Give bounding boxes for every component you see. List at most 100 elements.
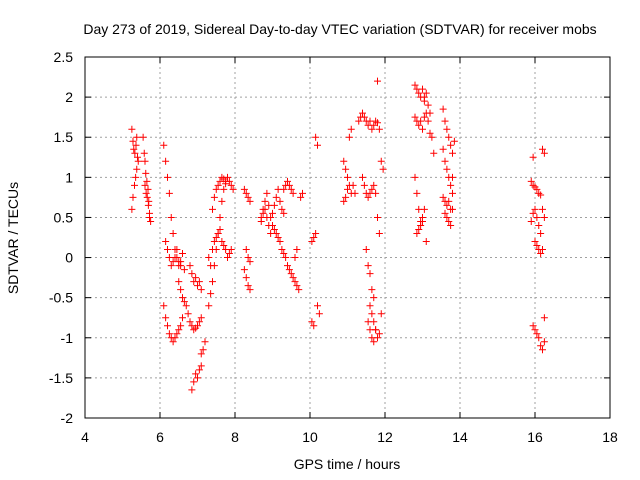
- data-point: [362, 246, 370, 254]
- data-point: [177, 286, 185, 294]
- data-point: [242, 274, 250, 282]
- y-tick-label: -1.5: [49, 370, 73, 386]
- data-point: [539, 246, 546, 254]
- data-point: [310, 322, 318, 330]
- data-point: [165, 189, 173, 197]
- data-point: [265, 201, 273, 209]
- data-point: [308, 318, 316, 326]
- data-point: [529, 153, 537, 161]
- data-point: [449, 205, 456, 213]
- data-point: [257, 213, 265, 221]
- data-point: [182, 302, 190, 310]
- data-point: [129, 193, 137, 201]
- data-point: [276, 238, 284, 246]
- data-point: [285, 266, 293, 274]
- data-point: [131, 149, 139, 157]
- data-point: [375, 229, 383, 237]
- data-point: [445, 197, 453, 205]
- y-tick-label: 1.5: [54, 129, 74, 145]
- data-point: [272, 193, 280, 201]
- x-tick-label: 16: [527, 429, 543, 445]
- data-point: [190, 378, 198, 386]
- data-point: [430, 149, 438, 157]
- data-point: [540, 314, 548, 322]
- data-point: [443, 201, 451, 209]
- data-point: [360, 181, 368, 189]
- data-point: [535, 221, 543, 229]
- data-point: [218, 197, 226, 205]
- data-point: [449, 149, 456, 157]
- data-point: [177, 262, 185, 270]
- data-point: [132, 173, 140, 181]
- data-point: [299, 189, 306, 197]
- data-point: [195, 278, 203, 286]
- y-tick-label: 0: [65, 250, 73, 266]
- data-point: [428, 133, 436, 141]
- data-point: [214, 181, 222, 189]
- data-point: [447, 181, 455, 189]
- data-point: [537, 342, 545, 350]
- data-point: [374, 213, 381, 221]
- data-point: [132, 141, 140, 149]
- data-point: [531, 326, 539, 334]
- data-point: [160, 302, 168, 310]
- data-point: [141, 157, 149, 165]
- y-tick-label: 2: [65, 89, 73, 105]
- data-point: [201, 338, 209, 346]
- data-point: [344, 185, 351, 193]
- data-point: [244, 254, 252, 262]
- data-point: [220, 175, 228, 183]
- data-point: [179, 314, 186, 322]
- data-point: [415, 225, 423, 233]
- x-axis-label: GPS time / hours: [294, 456, 401, 472]
- data-point: [160, 141, 168, 149]
- data-point: [297, 193, 305, 201]
- data-point: [167, 213, 175, 221]
- data-point: [426, 129, 434, 137]
- data-point: [284, 262, 291, 270]
- data-point: [188, 270, 196, 278]
- data-point: [291, 278, 299, 286]
- data-point: [424, 101, 432, 109]
- data-point: [420, 205, 428, 213]
- data-point: [424, 117, 432, 125]
- data-point: [374, 119, 381, 127]
- data-point: [216, 213, 224, 221]
- data-point: [129, 137, 137, 145]
- data-point: [293, 282, 301, 290]
- data-point: [439, 105, 447, 113]
- data-point: [537, 229, 545, 237]
- data-point: [411, 173, 419, 181]
- y-tick-label: -2: [61, 410, 74, 426]
- data-point: [267, 213, 275, 221]
- data-point: [411, 81, 419, 89]
- data-point: [164, 322, 171, 330]
- data-point: [450, 137, 458, 145]
- data-point: [439, 145, 447, 153]
- data-point: [370, 294, 378, 302]
- data-point: [242, 246, 250, 254]
- data-point: [162, 314, 170, 322]
- data-point: [539, 346, 546, 354]
- data-point: [165, 330, 173, 338]
- data-point: [162, 238, 170, 246]
- data-point: [205, 254, 213, 262]
- data-point: [270, 225, 278, 233]
- data-point: [209, 205, 216, 213]
- data-point: [415, 89, 423, 97]
- data-point: [222, 180, 230, 188]
- data-point: [133, 133, 141, 141]
- data-point: [370, 181, 378, 189]
- data-point: [420, 93, 428, 101]
- data-point: [197, 286, 205, 294]
- data-point: [197, 314, 205, 322]
- data-point: [372, 189, 380, 197]
- data-point: [540, 149, 548, 157]
- data-point: [449, 189, 456, 197]
- data-point: [280, 209, 288, 217]
- y-tick-label: -1: [61, 330, 74, 346]
- data-point: [143, 177, 151, 185]
- data-point: [287, 185, 295, 193]
- data-point: [539, 145, 546, 153]
- data-point: [186, 262, 194, 270]
